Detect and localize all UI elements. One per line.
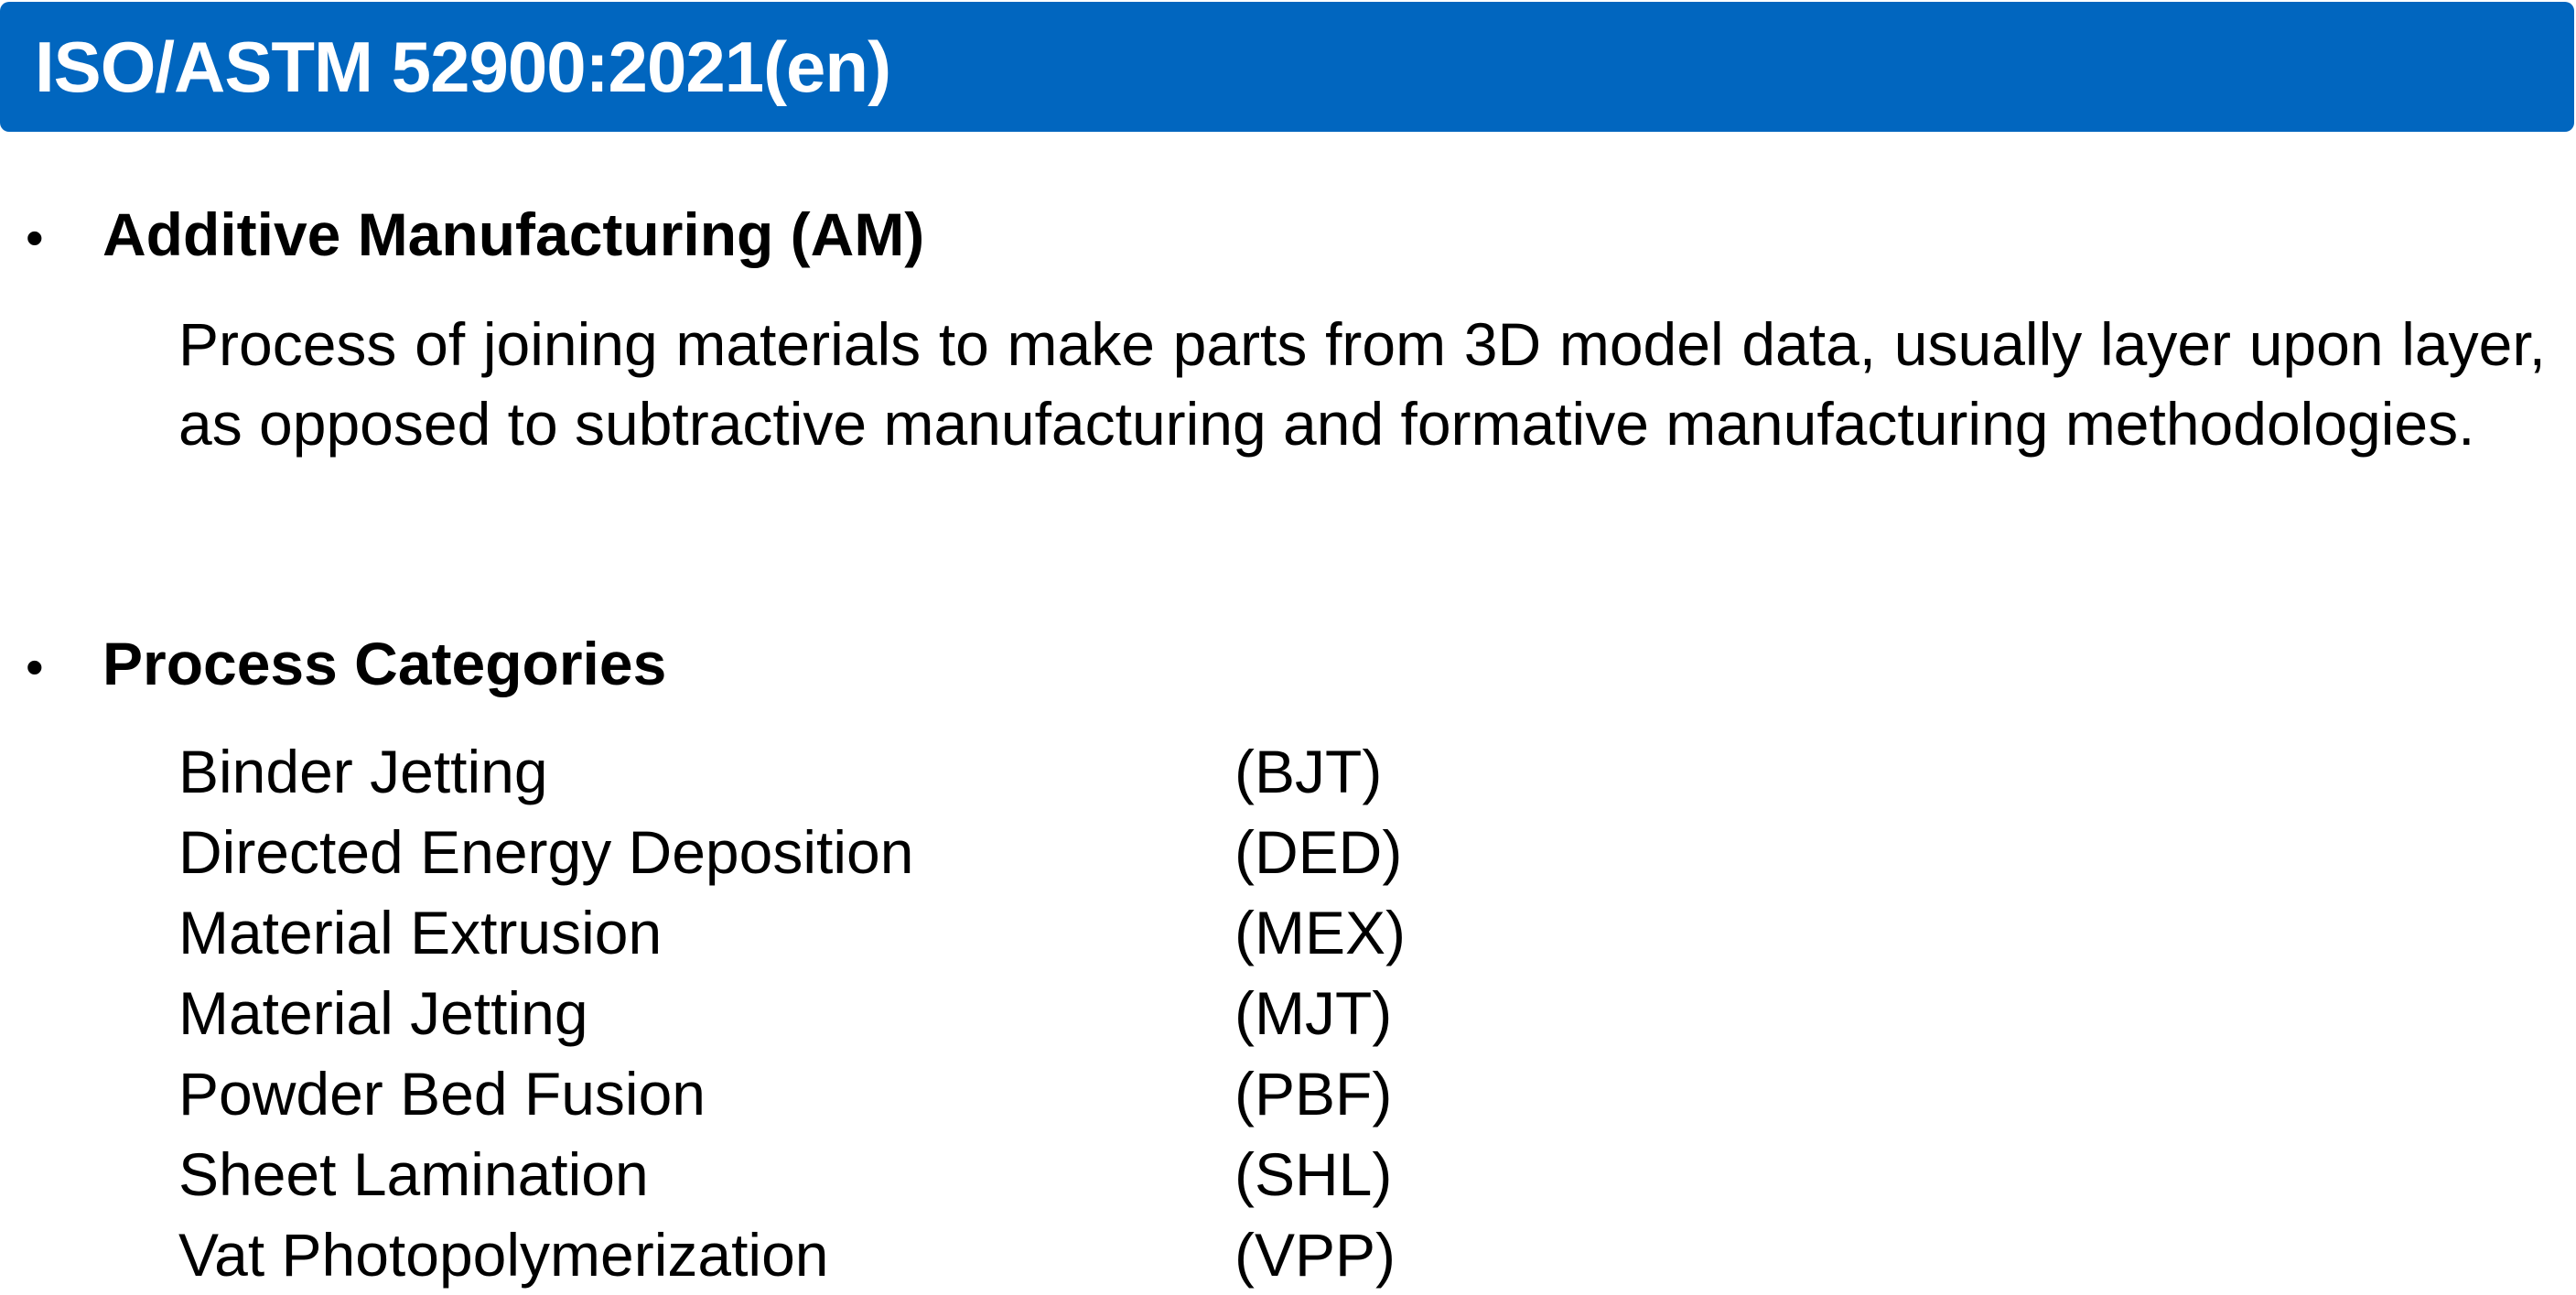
category-abbreviation: (SHL) <box>1234 1140 1393 1208</box>
category-abbreviation: (MJT) <box>1234 979 1393 1047</box>
category-abbreviation: (MEX) <box>1234 899 1406 966</box>
section-categories-heading-row: • Process Categories <box>26 629 666 698</box>
bullet-icon: • <box>26 638 44 696</box>
list-item: Powder Bed Fusion (PBF) <box>178 1053 1460 1134</box>
process-category-list: Binder Jetting (BJT) Directed Energy Dep… <box>178 731 1460 1295</box>
list-item: Material Extrusion (MEX) <box>178 892 1460 973</box>
category-name: Binder Jetting <box>178 738 548 805</box>
am-definition: Process of joining materials to make par… <box>178 310 2546 458</box>
category-abbreviation: (VPP) <box>1234 1221 1396 1289</box>
category-name: Material Jetting <box>178 979 588 1047</box>
section-heading-am: Additive Manufacturing (AM) <box>102 200 925 268</box>
category-name: Powder Bed Fusion <box>178 1060 706 1128</box>
section-am-heading-row: • Additive Manufacturing (AM) <box>26 200 924 269</box>
list-item: Material Jetting (MJT) <box>178 973 1460 1053</box>
category-abbreviation: (PBF) <box>1234 1060 1393 1128</box>
category-name: Vat Photopolymerization <box>178 1221 829 1289</box>
category-name: Sheet Lamination <box>178 1140 649 1208</box>
category-name: Directed Energy Deposition <box>178 818 914 886</box>
section-heading-process-categories: Process Categories <box>102 630 667 697</box>
list-item: Binder Jetting (BJT) <box>178 731 1460 812</box>
category-abbreviation: (DED) <box>1234 818 1403 886</box>
category-abbreviation: (BJT) <box>1234 738 1383 805</box>
bullet-icon: • <box>26 209 44 266</box>
page-title: ISO/ASTM 52900:2021(en) <box>35 26 891 107</box>
list-item: Directed Energy Deposition (DED) <box>178 812 1460 892</box>
category-name: Material Extrusion <box>178 899 663 966</box>
list-item: Sheet Lamination (SHL) <box>178 1134 1460 1214</box>
title-bar: ISO/ASTM 52900:2021(en) <box>0 2 2574 132</box>
list-item: Vat Photopolymerization (VPP) <box>178 1214 1460 1295</box>
